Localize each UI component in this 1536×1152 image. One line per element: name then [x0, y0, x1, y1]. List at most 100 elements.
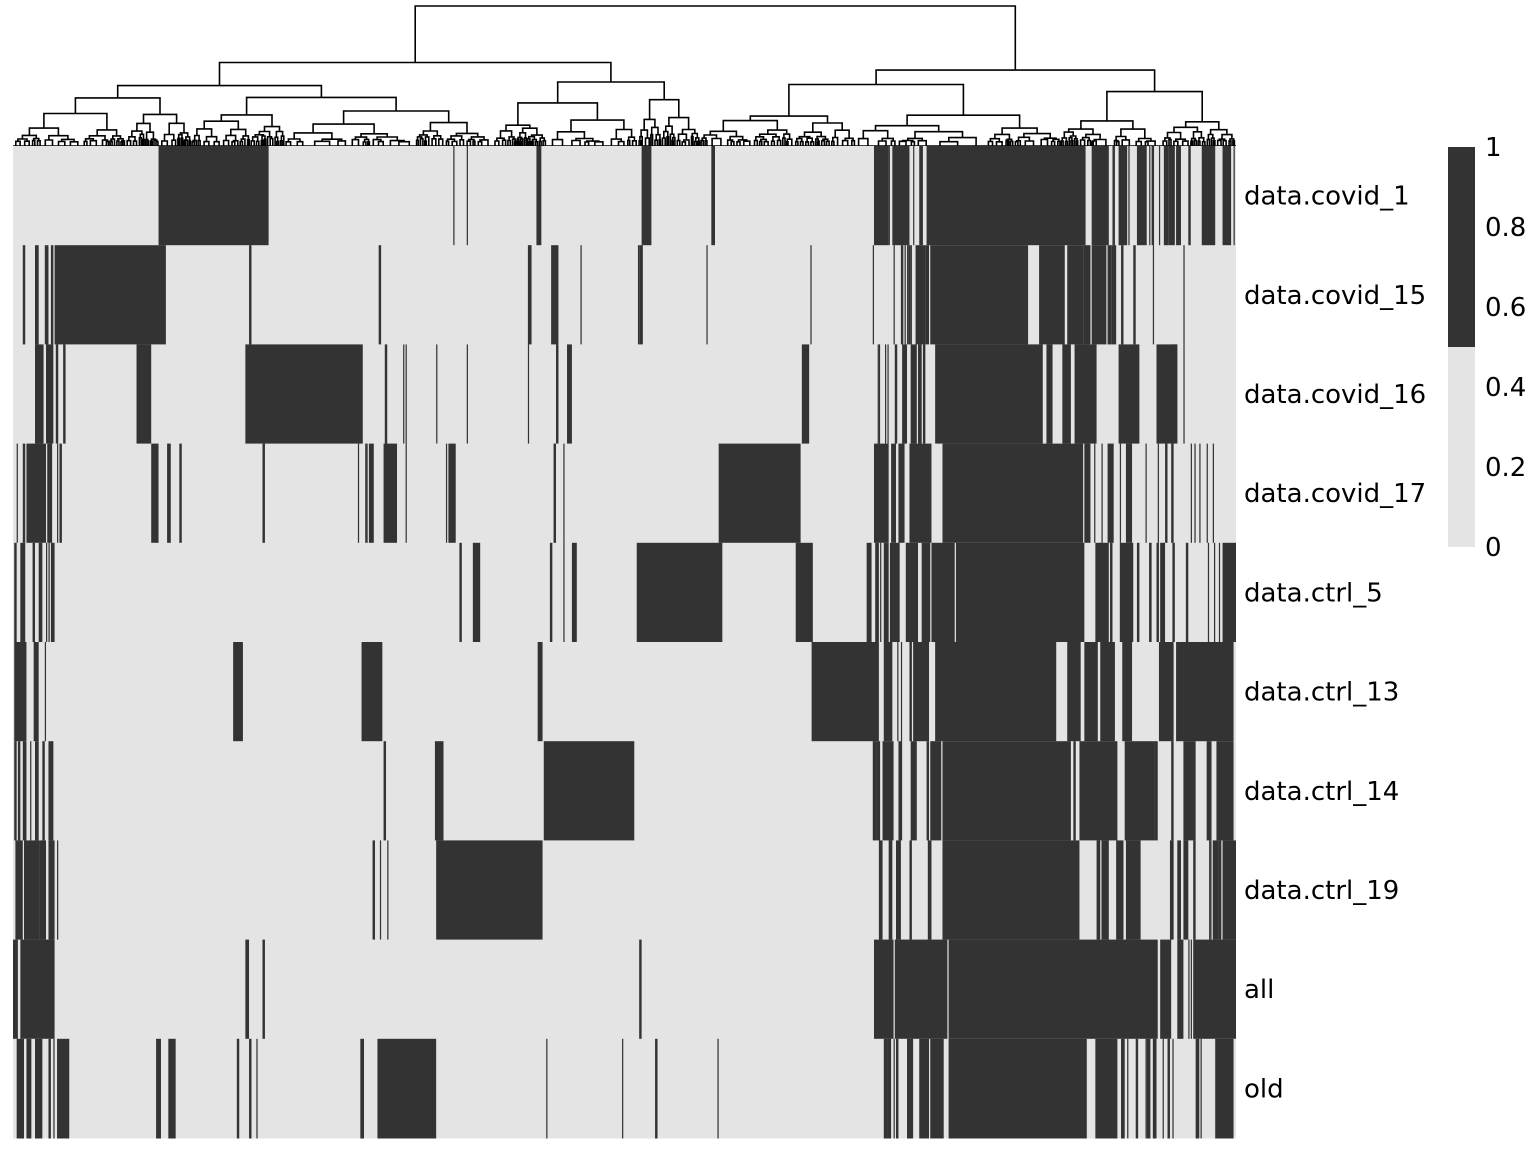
dendrogram-link [594, 141, 604, 146]
heatmap-cell [1124, 741, 1155, 841]
dendrogram-link [914, 130, 964, 139]
dendrogram-link [255, 140, 260, 146]
dendrogram-link [276, 140, 280, 146]
heatmap-cell [909, 840, 912, 941]
dendrogram-link [1216, 139, 1222, 146]
heatmap-cell [1163, 146, 1169, 246]
dendrogram-link [785, 141, 789, 146]
dendrogram-link [1115, 140, 1120, 146]
dendrogram-link [367, 141, 371, 146]
dendrogram-link [60, 138, 75, 142]
dendrogram-link [772, 136, 780, 142]
dendrogram-link [21, 134, 38, 139]
heatmap-body [13, 146, 1236, 1139]
dendrogram-link [648, 98, 680, 120]
heatmap-cell [365, 443, 367, 544]
heatmap-cell [1119, 542, 1134, 643]
heatmap-cell [1091, 245, 1107, 345]
dendrogram-link [1135, 140, 1143, 146]
dendrogram-link [703, 134, 718, 139]
heatmap-cell [405, 344, 407, 445]
heatmap-cell [931, 542, 955, 643]
dendrogram-link [753, 139, 759, 146]
heatmap-cell [1079, 741, 1118, 841]
dendrogram-link [1052, 138, 1060, 142]
dendrogram-link [1209, 128, 1228, 135]
heatmap-cell [904, 245, 906, 345]
heatmap-cell [448, 443, 456, 544]
dendrogram-link [499, 130, 513, 139]
heatmap-cell [1112, 146, 1115, 246]
heatmap-cell [873, 939, 894, 1040]
heatmap-cell [1193, 939, 1236, 1040]
dendrogram-link [763, 140, 769, 146]
heatmap-cell [571, 542, 577, 643]
heatmap-cell [955, 542, 1085, 643]
heatmap-cell [910, 741, 917, 841]
heatmap-cell [383, 741, 387, 841]
colorbar-tick-label: 0.8 [1485, 213, 1526, 243]
heatmap-cell [910, 245, 912, 345]
dendrogram-link [1006, 140, 1010, 146]
dendrogram-link [1085, 133, 1101, 140]
heatmap-cell [883, 542, 889, 643]
dendrogram-link [690, 135, 694, 146]
heatmap-cell [1188, 146, 1191, 246]
heatmap-cell [33, 642, 39, 742]
colorbar-tick-label: 0.6 [1485, 293, 1526, 323]
dendrogram-link [74, 97, 161, 115]
dendrogram-link [136, 122, 151, 133]
dendrogram-link [677, 133, 688, 141]
dendrogram-link [43, 112, 108, 130]
dendrogram-link [494, 140, 500, 146]
dendrogram-link [743, 140, 751, 146]
dendrogram-link [48, 134, 69, 140]
dendrogram-link [1144, 141, 1149, 146]
dendrogram-link [23, 140, 30, 146]
dendrogram-link [1040, 138, 1049, 146]
heatmap-cell [32, 542, 36, 643]
heatmap-cell [1083, 245, 1091, 345]
heatmap-cell [1095, 1038, 1118, 1139]
dendrogram-link [538, 140, 542, 146]
heatmap-cell [1110, 542, 1113, 643]
heatmap-cell [1212, 443, 1214, 544]
row-labels: data.covid_1 data.covid_15 data.covid_16da… [1244, 182, 1426, 1105]
heatmap-cell [1121, 245, 1124, 345]
dendrogram-link [816, 140, 820, 146]
dendrogram-link [185, 136, 191, 141]
dendrogram-link [1024, 140, 1035, 146]
heatmap-cell [249, 1038, 252, 1139]
heatmap-cell [877, 344, 879, 445]
dendrogram-link [806, 137, 813, 142]
dendrogram-link [1075, 140, 1079, 146]
heatmap-cell [883, 642, 893, 742]
colorbar-tick-label: 1 [1485, 133, 1502, 163]
row-label: data.covid_16 [1244, 380, 1426, 410]
heatmap-cell [30, 741, 32, 841]
dendrogram-link [539, 137, 546, 142]
dendrogram-link [1173, 140, 1179, 146]
dendrogram-link [445, 140, 450, 146]
dendrogram-link [163, 133, 175, 141]
heatmap-cell [466, 146, 468, 246]
dendrogram-link [910, 140, 916, 146]
dendrogram-link [1162, 140, 1168, 146]
heatmap-cell [436, 344, 438, 445]
heatmap-cell [1039, 245, 1065, 345]
dendrogram-link [57, 140, 66, 146]
heatmap-cell [706, 245, 708, 345]
heatmap-cell [1118, 344, 1140, 445]
heatmap-cell [910, 344, 917, 445]
dendrogram-link [521, 127, 538, 136]
dendrogram-link [1115, 135, 1127, 141]
heatmap-cell [1154, 741, 1158, 841]
dendrogram-link [810, 141, 815, 146]
dendrogram-link [507, 139, 512, 146]
dendrogram-link [1087, 139, 1092, 146]
heatmap-cell [897, 642, 899, 742]
dendrogram-link [177, 137, 181, 146]
heatmap-cell [540, 642, 543, 742]
dendrogram-link [1184, 121, 1220, 130]
heatmap-cell [1111, 245, 1117, 345]
